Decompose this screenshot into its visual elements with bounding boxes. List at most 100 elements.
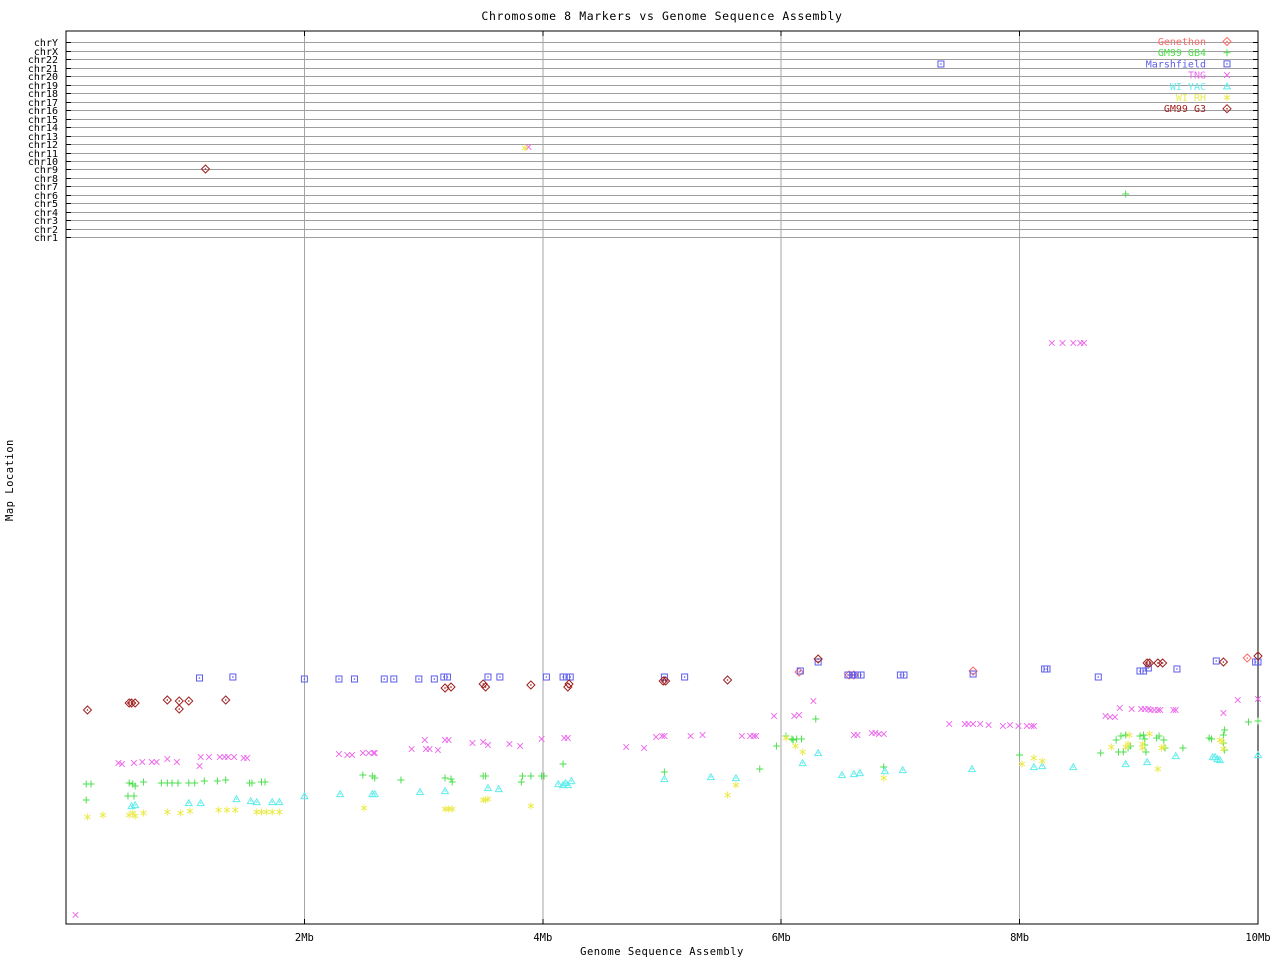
cross-marker	[197, 753, 204, 761]
plus-marker	[1160, 736, 1168, 744]
plus-marker	[441, 774, 449, 782]
asterisk-marker	[880, 774, 887, 782]
cross-marker	[130, 759, 138, 767]
diamond-marker	[130, 698, 140, 708]
cross-marker	[469, 739, 476, 747]
plus-marker	[812, 715, 820, 723]
plus-marker	[130, 792, 138, 800]
y-axis-label-chr1: chr1	[34, 233, 58, 244]
cross-marker	[139, 758, 146, 766]
cross-marker	[1234, 696, 1241, 704]
cross-marker	[484, 741, 492, 749]
asterisk-marker	[441, 805, 449, 813]
cross-marker	[1028, 722, 1035, 730]
plus-marker	[797, 735, 805, 743]
asterisk-marker	[1139, 744, 1146, 752]
plus-marker	[1208, 735, 1216, 743]
diamond-marker	[722, 675, 733, 685]
plus-marker	[448, 778, 456, 786]
plus-marker	[1221, 726, 1229, 734]
cross-marker	[810, 697, 817, 705]
cross-marker	[426, 745, 433, 753]
square-marker	[559, 673, 567, 681]
y-axis-label-chr4: chr4	[34, 208, 58, 219]
diamond-marker	[221, 695, 231, 705]
triangle-marker	[1037, 761, 1047, 770]
legend-label-genethon: Genethon	[1158, 37, 1206, 48]
triangle-marker	[370, 789, 380, 798]
cross-marker	[1015, 722, 1022, 730]
cross-marker	[652, 733, 660, 741]
asterisk-marker	[360, 804, 368, 812]
cross-marker	[640, 744, 648, 752]
diamond-marker	[1157, 658, 1168, 668]
cross-marker	[880, 730, 887, 738]
plus-marker	[1140, 731, 1148, 739]
cross-marker	[153, 758, 160, 766]
cross-marker	[750, 732, 757, 740]
square-marker	[380, 675, 388, 683]
triangle-marker	[1142, 757, 1152, 766]
cross-marker	[1048, 339, 1055, 347]
legend-label-gm99-g3: GM99 G3	[1164, 104, 1206, 115]
plus-marker	[1244, 718, 1252, 726]
square-marker	[660, 673, 668, 681]
asterisk-marker	[231, 806, 239, 814]
triangle-marker	[1121, 759, 1130, 768]
plus-marker	[660, 768, 668, 776]
plus-marker	[1136, 732, 1144, 740]
asterisk-marker	[1018, 760, 1026, 768]
asterisk-marker	[223, 806, 231, 814]
cross-marker	[753, 732, 760, 740]
y-axis-label-chr14: chr14	[28, 123, 58, 134]
asterisk-marker	[1038, 757, 1046, 765]
cross-marker	[359, 749, 366, 757]
cross-marker	[164, 755, 171, 763]
asterisk-marker	[1108, 743, 1115, 751]
cross-marker	[365, 749, 372, 757]
x-tick-label: 10Mb	[1245, 932, 1270, 944]
plus-marker	[139, 778, 147, 786]
plus-marker	[157, 779, 165, 787]
y-axis-label-chrX: chrX	[34, 47, 58, 58]
asterisk-marker	[177, 809, 184, 817]
y-axis-label-chr3: chr3	[34, 216, 58, 227]
square-marker	[496, 673, 504, 681]
asterisk-marker	[1218, 738, 1226, 746]
cross-marker	[977, 720, 984, 728]
square-marker	[681, 673, 689, 681]
plus-marker	[200, 777, 208, 785]
cross-marker	[854, 731, 861, 739]
triangle-marker	[837, 770, 847, 779]
chart-title: Chromosome 8 Markers vs Genome Sequence …	[481, 9, 843, 23]
triangle-marker	[130, 800, 140, 809]
y-axis-label-chr18: chr18	[28, 89, 58, 100]
asterisk-marker	[1160, 743, 1168, 751]
plot-border	[65, 30, 1259, 925]
plus-marker	[1016, 751, 1024, 759]
square-marker	[390, 675, 398, 683]
plus-marker	[124, 792, 132, 800]
cross-marker	[72, 911, 79, 919]
cross-marker	[1080, 339, 1088, 347]
legend-triangle-icon	[1222, 82, 1232, 90]
square-marker	[1094, 673, 1102, 681]
triangle-marker	[1029, 762, 1039, 771]
x-tick-label: 6Mb	[772, 932, 791, 944]
triangle-marker	[196, 798, 205, 807]
cross-marker	[434, 746, 442, 754]
triangle-marker	[731, 773, 741, 782]
triangle-marker	[855, 768, 865, 777]
plus-marker	[482, 772, 490, 780]
cross-marker	[738, 732, 746, 740]
square-marker	[350, 675, 358, 683]
triangle-marker	[898, 765, 908, 774]
plus-marker	[131, 782, 139, 790]
asterisk-marker	[215, 806, 222, 814]
cross-marker	[118, 760, 126, 768]
cross-marker	[687, 732, 694, 740]
triangle-marker	[798, 758, 807, 767]
asterisk-marker	[84, 813, 91, 821]
diamond-marker	[1153, 658, 1163, 668]
asterisk-marker	[484, 795, 492, 803]
